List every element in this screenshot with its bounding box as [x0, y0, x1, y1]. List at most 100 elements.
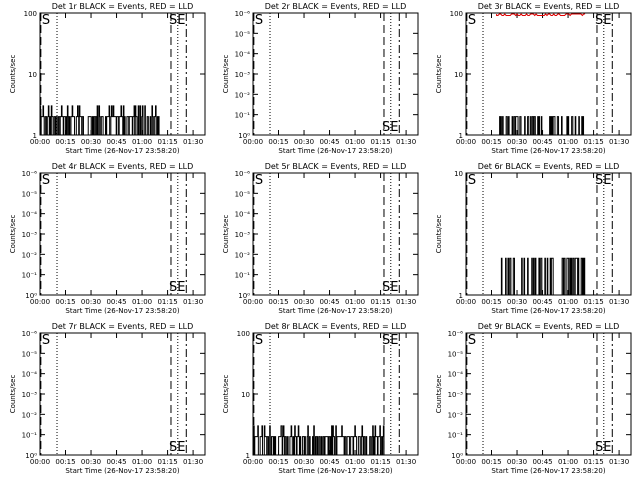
y-axis-label: Counts/sec: [222, 215, 230, 254]
x-tick-label: 00:00: [243, 298, 263, 306]
panel-det-1: Det 1r BLACK = Events, RED = LLD Counts/s…: [9, 2, 206, 155]
y-tick-label: 10: [454, 170, 463, 178]
marker-s: S: [255, 173, 263, 188]
y-tick-label: 1: [246, 452, 250, 460]
y-tick-label: 10⁻²: [235, 91, 251, 99]
panel-title: Det 4r BLACK = Events, RED = LLD: [52, 162, 194, 171]
y-axis-label: Counts/sec: [435, 375, 443, 414]
y-axis-label: Counts/sec: [9, 375, 17, 414]
events-series: [496, 116, 586, 136]
x-tick-label: 01:30: [609, 138, 629, 146]
x-tick-label: 00:00: [456, 138, 476, 146]
events-series: [496, 257, 586, 296]
x-tick-label: 01:15: [157, 298, 177, 306]
x-axis-label: Start Time (26-Nov-17 23:58:20): [491, 307, 605, 315]
x-tick-label: 00:15: [481, 138, 501, 146]
x-tick-label: 00:15: [268, 298, 288, 306]
x-tick-label: 01:00: [132, 138, 152, 146]
x-tick-label: 00:00: [456, 458, 476, 466]
y-tick-label: 10⁻¹: [235, 272, 251, 280]
plot-frame: [252, 12, 419, 136]
y-tick-label: 10⁻³: [22, 391, 38, 399]
x-tick-label: 00:00: [456, 298, 476, 306]
x-tick-label: 00:45: [319, 458, 339, 466]
y-tick-label: 1: [459, 292, 463, 300]
y-tick-label: 10: [241, 391, 250, 399]
y-tick-label: 100: [24, 10, 37, 18]
panel-det-8: Det 8r BLACK = Events, RED = LLD Counts/s…: [222, 322, 419, 475]
x-tick-label: 01:00: [132, 458, 152, 466]
y-tick-label: 10⁻²: [448, 411, 464, 419]
x-axis-label: Start Time (26-Nov-17 23:58:20): [278, 147, 392, 155]
y-tick-label: 10⁻²: [22, 411, 38, 419]
y-tick-label: 10⁰: [25, 452, 37, 460]
x-tick-label: 00:30: [294, 298, 314, 306]
marker-se: SE: [169, 280, 185, 295]
y-tick-label: 10⁻¹: [22, 272, 38, 280]
y-tick-label: 10⁻⁴: [22, 211, 38, 219]
y-tick-label: 10⁻⁴: [22, 371, 38, 379]
y-tick-label: 10⁻³: [235, 71, 251, 79]
x-tick-label: 01:00: [345, 458, 365, 466]
x-tick-label: 01:30: [396, 298, 416, 306]
panel-title: Det 3r BLACK = Events, RED = LLD: [478, 2, 620, 11]
y-tick-label: 10⁻⁵: [22, 350, 38, 358]
y-tick-label: 1: [33, 132, 37, 140]
y-tick-label: 10⁻⁶: [235, 10, 251, 18]
marker-se: SE: [595, 440, 611, 455]
x-tick-label: 01:00: [558, 298, 578, 306]
x-tick-label: 00:45: [106, 298, 126, 306]
x-tick-label: 01:30: [609, 458, 629, 466]
x-tick-label: 01:00: [132, 298, 152, 306]
x-tick-label: 01:00: [558, 458, 578, 466]
x-tick-label: 01:15: [583, 298, 603, 306]
y-tick-label: 10⁻¹: [235, 112, 251, 120]
x-tick-label: 00:30: [81, 138, 101, 146]
plot-frame: [39, 332, 206, 456]
x-tick-label: 00:30: [81, 298, 101, 306]
x-tick-label: 00:00: [30, 298, 50, 306]
y-tick-label: 10⁻⁶: [235, 170, 251, 178]
y-tick-label: 10⁻⁴: [235, 211, 251, 219]
y-tick-label: 1: [459, 132, 463, 140]
panel-title: Det 1r BLACK = Events, RED = LLD: [52, 2, 194, 11]
x-tick-label: 00:15: [55, 138, 75, 146]
y-tick-label: 10⁻⁵: [235, 190, 251, 198]
x-tick-label: 00:00: [243, 138, 263, 146]
marker-se: SE: [169, 13, 185, 28]
y-axis-label: Counts/sec: [9, 215, 17, 254]
marker-s: S: [255, 333, 263, 348]
x-tick-label: 01:30: [183, 458, 203, 466]
x-tick-label: 01:15: [370, 458, 390, 466]
x-tick-label: 00:15: [55, 298, 75, 306]
y-tick-label: 10: [454, 71, 463, 79]
marker-s: S: [255, 13, 263, 28]
y-tick-label: 100: [237, 330, 250, 338]
y-tick-label: 10⁻⁴: [235, 51, 251, 59]
y-tick-label: 100: [450, 10, 463, 18]
y-tick-label: 10⁻¹: [22, 432, 38, 440]
x-tick-label: 01:30: [183, 298, 203, 306]
x-tick-label: 00:45: [106, 458, 126, 466]
marker-s: S: [468, 333, 476, 348]
x-tick-label: 00:30: [81, 458, 101, 466]
x-tick-label: 00:30: [507, 298, 527, 306]
y-axis-label: Counts/sec: [9, 55, 17, 94]
x-axis-label: Start Time (26-Nov-17 23:58:20): [491, 147, 605, 155]
x-tick-label: 00:15: [268, 458, 288, 466]
panel-title: Det 7r BLACK = Events, RED = LLD: [52, 322, 194, 331]
plot-frame: [39, 172, 206, 296]
panel-title: Det 5r BLACK = Events, RED = LLD: [265, 162, 407, 171]
panel-det-9: Det 9r BLACK = Events, RED = LLD Counts/s…: [435, 322, 632, 475]
x-tick-label: 01:30: [396, 458, 416, 466]
marker-se: SE: [595, 13, 611, 28]
marker-se: SE: [169, 440, 185, 455]
x-tick-label: 01:30: [609, 298, 629, 306]
y-tick-label: 10⁰: [238, 132, 250, 140]
y-axis-label: Counts/sec: [222, 55, 230, 94]
marker-s: S: [468, 173, 476, 188]
x-tick-label: 01:15: [157, 138, 177, 146]
panel-det-6: Det 6r BLACK = Events, RED = LLD Counts/s…: [435, 162, 632, 315]
marker-se: SE: [382, 120, 398, 135]
